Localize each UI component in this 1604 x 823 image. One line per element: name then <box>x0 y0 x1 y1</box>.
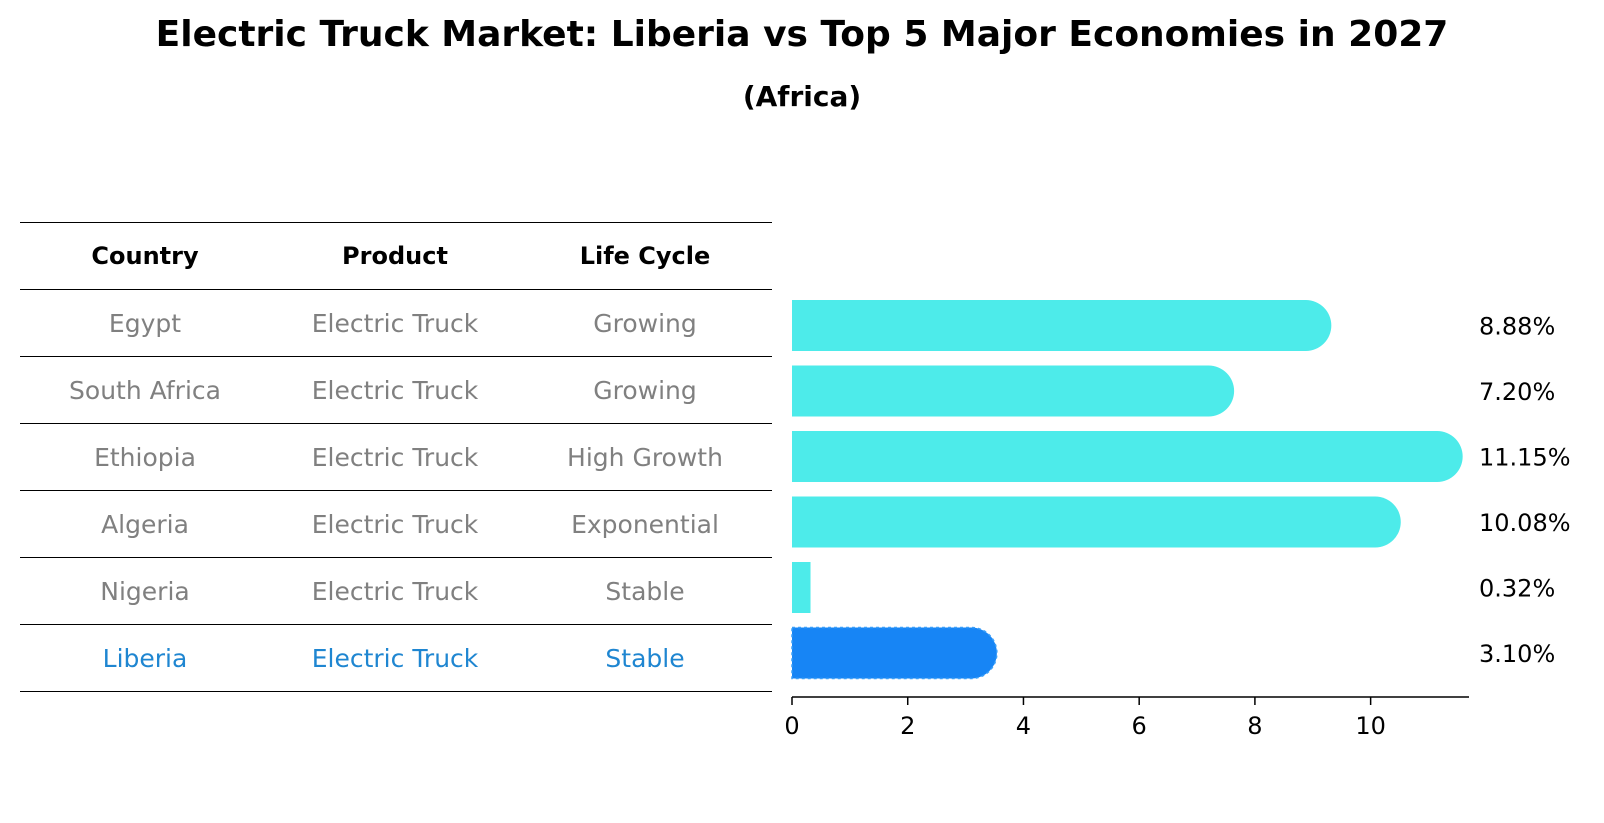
table-header-row: Country Product Life Cycle <box>20 222 772 290</box>
life-cycle-cell: High Growth <box>567 442 723 472</box>
x-tick-label: 6 <box>1132 712 1147 740</box>
data-label: 3.10% <box>1479 640 1555 668</box>
header-country: Country <box>91 242 199 270</box>
bar-south-africa <box>792 365 1235 417</box>
table-row: Ethiopia Electric Truck High Growth <box>20 424 772 491</box>
product-cell: Electric Truck <box>311 643 479 673</box>
country-cell: Egypt <box>108 308 182 338</box>
product-cell: Electric Truck <box>311 442 479 472</box>
life-cycle-cell: Growing <box>593 308 697 338</box>
life-cycle-cell: Stable <box>605 576 685 606</box>
product-cell: Electric Truck <box>311 576 479 606</box>
x-tick-label: 4 <box>1016 712 1031 740</box>
data-label: 11.15% <box>1479 444 1571 472</box>
data-label: 7.20% <box>1479 378 1555 406</box>
header-product: Product <box>342 242 448 270</box>
bar-ethiopia <box>792 431 1463 482</box>
x-tick-label: 0 <box>784 712 799 740</box>
chart-title: Electric Truck Market: Liberia vs Top 5 … <box>155 14 1449 55</box>
bar-liberia <box>791 626 998 680</box>
data-table: Country Product Life Cycle Egypt Electri… <box>20 222 772 692</box>
x-tick-label: 2 <box>900 712 915 740</box>
table-row: Egypt Electric Truck Growing <box>20 290 772 357</box>
country-cell: South Africa <box>69 375 221 405</box>
x-tick-label: 8 <box>1247 712 1262 740</box>
table-row: Algeria Electric Truck Exponential <box>20 491 772 558</box>
data-label: 8.88% <box>1479 313 1555 341</box>
country-cell: Nigeria <box>100 576 190 606</box>
header-life-cycle: Life Cycle <box>579 242 711 270</box>
bar-algeria <box>792 496 1401 548</box>
country-cell: Ethiopia <box>94 442 196 472</box>
country-cell: Liberia <box>102 643 188 673</box>
table-row: South Africa Electric Truck Growing <box>20 357 772 424</box>
life-cycle-cell: Growing <box>593 375 697 405</box>
table-row-highlight: Liberia Electric Truck Stable <box>20 625 772 692</box>
data-label: 10.08% <box>1479 509 1571 537</box>
data-label: 0.32% <box>1479 575 1555 603</box>
x-tick-label: 10 <box>1355 712 1386 740</box>
country-cell: Algeria <box>101 509 189 539</box>
chart-subtitle: (Africa) <box>742 80 862 113</box>
product-cell: Electric Truck <box>311 308 479 338</box>
bar-egypt <box>792 300 1332 351</box>
life-cycle-cell: Exponential <box>571 509 719 539</box>
table-row: Nigeria Electric Truck Stable <box>20 558 772 625</box>
bar-nigeria <box>792 562 811 613</box>
life-cycle-cell: Stable <box>605 643 685 673</box>
product-cell: Electric Truck <box>311 509 479 539</box>
product-cell: Electric Truck <box>311 375 479 405</box>
